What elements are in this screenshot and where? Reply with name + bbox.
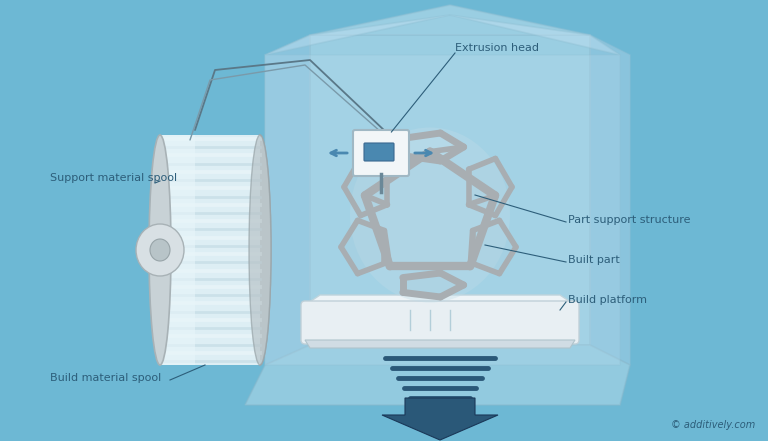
Text: Support material spool: Support material spool — [50, 173, 177, 183]
Ellipse shape — [350, 127, 510, 303]
Text: Part support structure: Part support structure — [568, 215, 690, 225]
Text: Build material spool: Build material spool — [50, 373, 161, 383]
Polygon shape — [160, 135, 195, 365]
Polygon shape — [305, 295, 575, 305]
Ellipse shape — [249, 135, 271, 365]
Text: Built part: Built part — [568, 255, 620, 265]
Text: © additively.com: © additively.com — [670, 420, 755, 430]
Polygon shape — [265, 15, 450, 55]
Polygon shape — [403, 273, 464, 297]
Polygon shape — [305, 340, 575, 348]
Polygon shape — [310, 35, 590, 345]
Polygon shape — [472, 220, 516, 273]
Polygon shape — [403, 133, 464, 161]
Polygon shape — [310, 5, 590, 35]
Polygon shape — [245, 345, 630, 405]
Polygon shape — [450, 15, 620, 55]
Ellipse shape — [149, 135, 171, 365]
Ellipse shape — [150, 239, 170, 261]
Polygon shape — [468, 158, 512, 216]
FancyBboxPatch shape — [301, 301, 579, 344]
Polygon shape — [344, 158, 387, 216]
Polygon shape — [160, 135, 260, 365]
Ellipse shape — [136, 224, 184, 276]
FancyBboxPatch shape — [364, 143, 394, 161]
Text: Extrusion head: Extrusion head — [455, 43, 539, 53]
FancyBboxPatch shape — [353, 130, 409, 176]
Polygon shape — [265, 55, 620, 365]
Polygon shape — [365, 152, 495, 266]
Ellipse shape — [249, 135, 271, 365]
Text: Build platform: Build platform — [568, 295, 647, 305]
Polygon shape — [265, 35, 310, 365]
Polygon shape — [590, 35, 630, 365]
Polygon shape — [382, 398, 498, 440]
Polygon shape — [341, 220, 385, 273]
